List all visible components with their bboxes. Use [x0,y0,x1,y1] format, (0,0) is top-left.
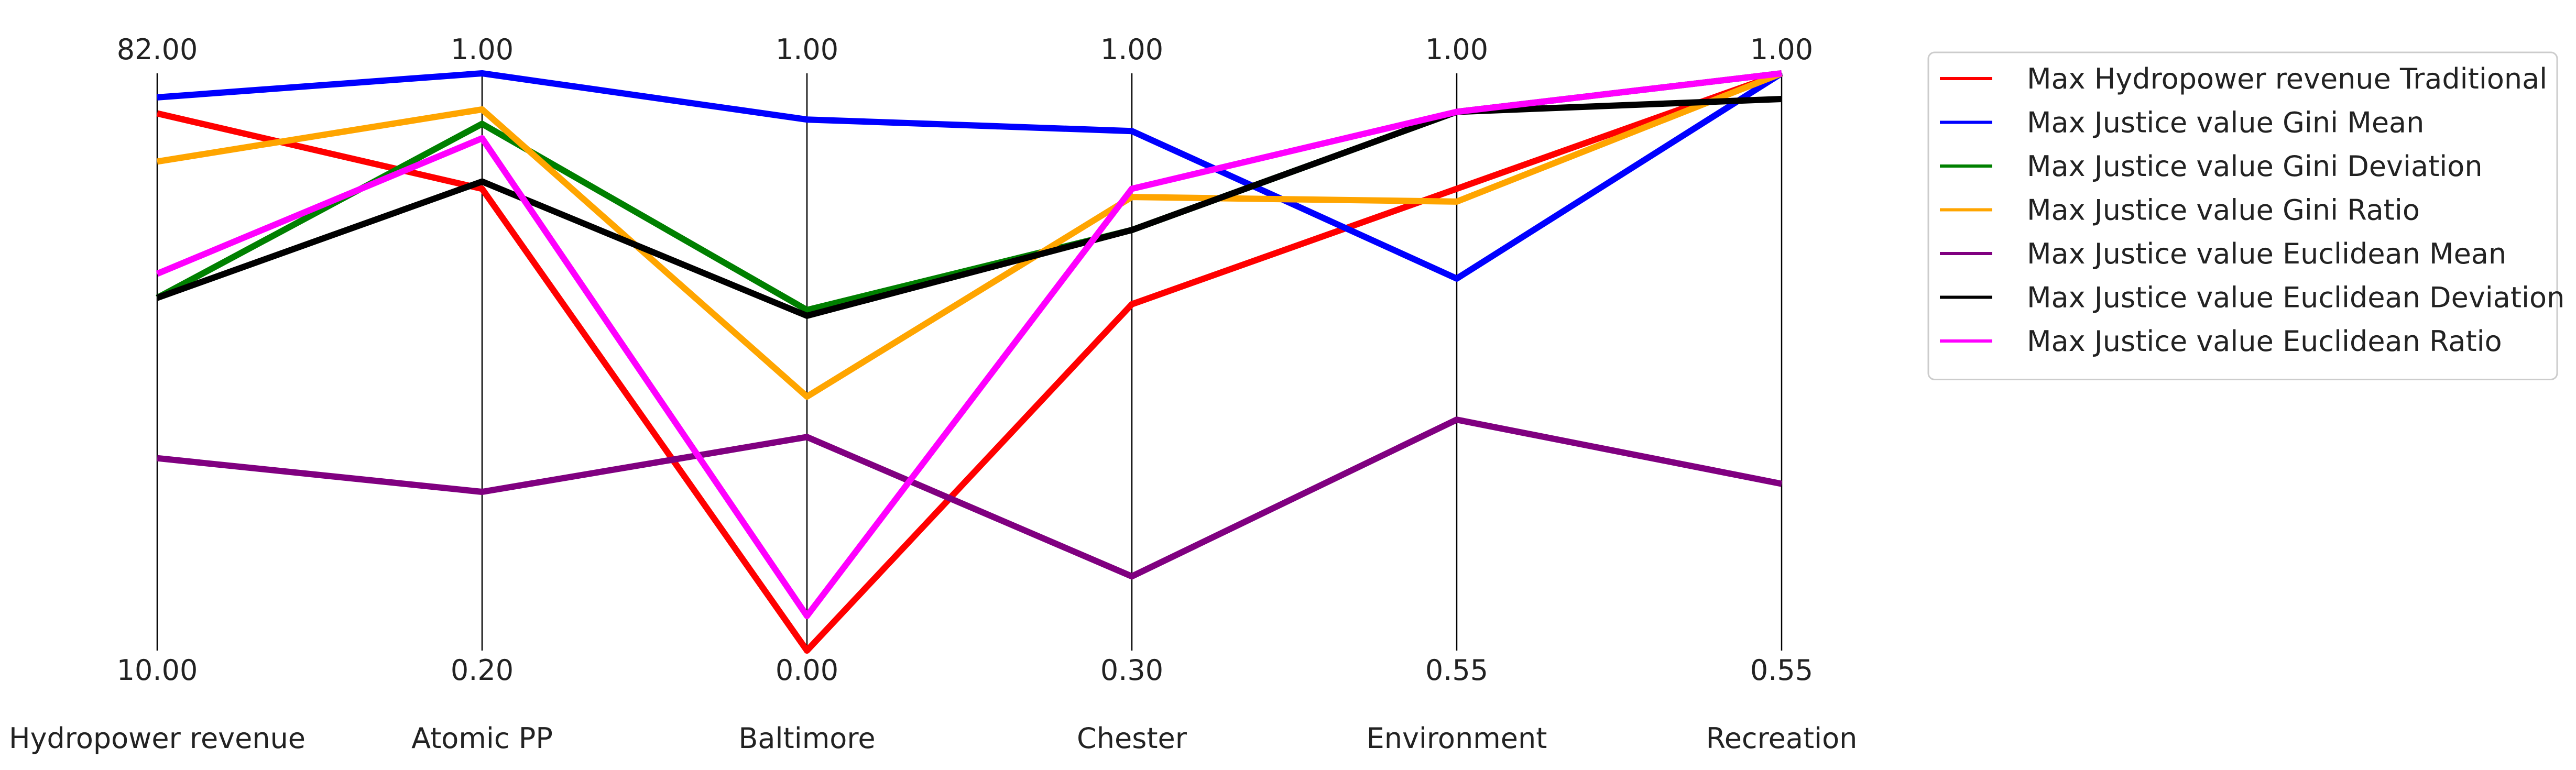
axis-name-2: Baltimore [738,722,875,755]
axis-max-label-4: 1.00 [1425,33,1488,66]
legend-label-6: Max Justice value Euclidean Ratio [2027,325,2502,358]
axis-min-label-4: 0.55 [1425,654,1488,687]
legend-label-2: Max Justice value Gini Deviation [2027,150,2483,183]
legend-label-0: Max Hydropower revenue Traditional [2027,62,2547,95]
axis-max-label-5: 1.00 [1750,33,1813,66]
series-line-5 [156,96,1782,319]
axis-name-0: Hydropower revenue [9,722,305,755]
series-line-1 [157,70,1784,282]
axis-min-label-1: 0.20 [451,654,514,687]
axis-min-label-3: 0.30 [1100,654,1163,687]
legend: Max Hydropower revenue Traditional Max Ju… [1927,51,2564,380]
legend-label-1: Max Justice value Gini Mean [2027,106,2424,139]
series-line-3 [157,70,1783,400]
axis-max-label-3: 1.00 [1100,33,1163,66]
axis-max-label-0: 82.00 [117,33,198,66]
axis-min-label-5: 0.55 [1750,654,1813,687]
series-line-0 [156,70,1783,654]
axis-min-label-2: 0.00 [776,654,838,687]
series-lines-layer [156,70,1784,654]
axis-max-label-1: 1.00 [451,33,514,66]
axis-min-label-0: 10.00 [117,654,198,687]
legend-box [1927,51,2558,380]
series-line-4 [157,416,1783,580]
axis-name-1: Atomic PP [411,722,553,755]
axis-max-label-2: 1.00 [776,33,838,66]
legend-label-3: Max Justice value Gini Ratio [2027,194,2420,227]
series-line-6 [156,70,1782,619]
legend-label-4: Max Justice value Euclidean Mean [2027,237,2506,270]
axis-name-4: Environment [1367,722,1547,755]
axes-layer: 82.00 10.00 Hydropower revenue 1.00 0.20 Atom… [9,33,1857,755]
legend-label-5: Max Justice value Euclidean Deviation [2027,281,2564,314]
axis-name-3: Chester [1077,722,1187,755]
axis-name-5: Recreation [1706,722,1858,755]
